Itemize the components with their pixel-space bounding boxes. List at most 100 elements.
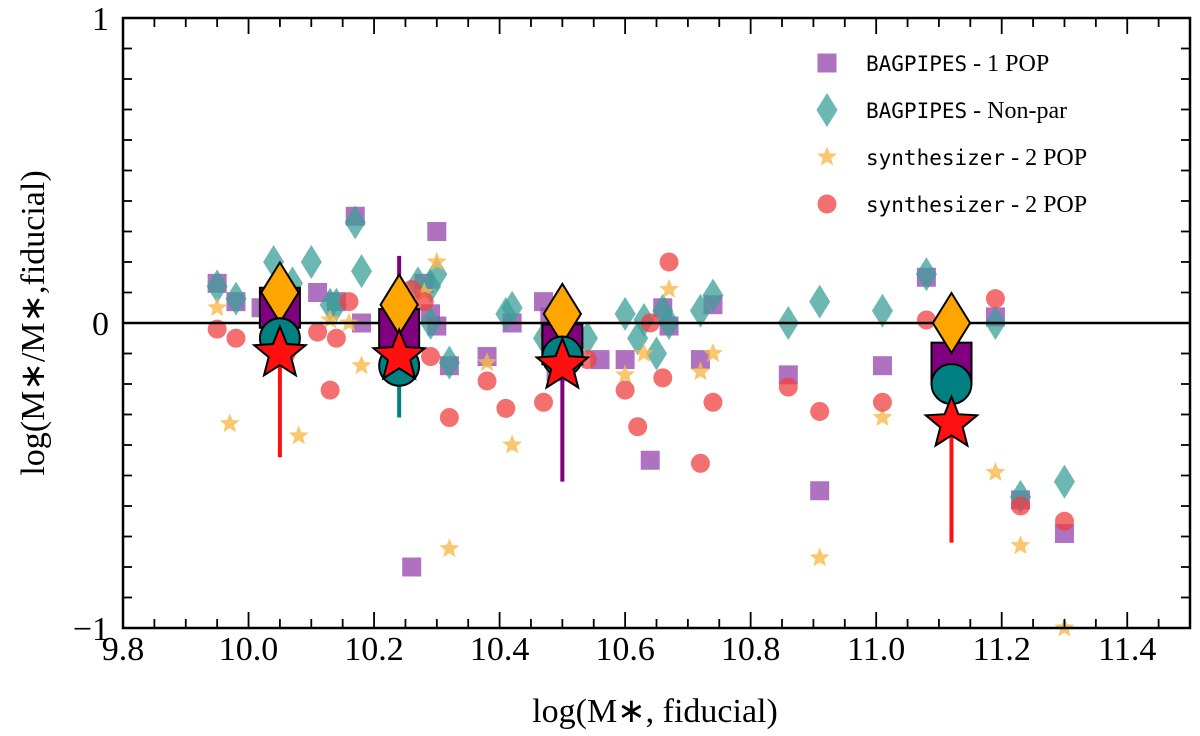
x-tick-label: 10.8 (721, 631, 781, 668)
bagpipes-nonpar-point (420, 269, 442, 304)
bagpipes-nonpar-point (614, 296, 636, 331)
bagpipes-nonpar-point (344, 205, 366, 240)
x-tick-label: 11.0 (847, 631, 905, 668)
x-tick-label: 11.2 (973, 631, 1031, 668)
bagpipes-nonpar-point (915, 257, 937, 292)
synthesizer-circle-point (653, 368, 673, 388)
synthesizer-star-point (219, 413, 240, 433)
legend-marker-square (817, 53, 837, 73)
synthesizer-star-point (426, 251, 447, 271)
bagpipes-nonpar-point (426, 257, 448, 292)
bagpipes-1pop-point (427, 222, 447, 241)
x-tick-label: 10.0 (219, 631, 279, 668)
synthesizer-circle-point (703, 392, 723, 412)
synthesizer-circle-point (207, 319, 227, 339)
bagpipes-1pop-point (690, 350, 710, 370)
synthesizer-circle-point (628, 417, 648, 437)
bagpipes-nonpar-point (438, 345, 460, 380)
synthesizer-star-point (703, 343, 723, 362)
legend-label: synthesizer - 2 POP (866, 192, 1087, 218)
bagpipes-1pop-point (615, 350, 635, 370)
synthesizer-circle-point (985, 289, 1005, 309)
synthesizer-circle-point (778, 377, 798, 397)
synthesizer-star-point (320, 309, 341, 329)
synthesizer-star-point (477, 352, 497, 372)
x-tick-label: 11.4 (1098, 631, 1156, 668)
bagpipes-nonpar-point (645, 336, 668, 371)
bagpipes-nonpar-point (809, 284, 831, 319)
synthesizer-star-point (1010, 535, 1031, 555)
bagpipes-1pop-point (810, 481, 830, 501)
legend: BAGPIPES - 1 POP BAGPIPES - Non-par synthe… (816, 51, 1087, 218)
synthesizer-circle-point (477, 371, 497, 391)
x-tick-label: 10.4 (470, 631, 530, 668)
y-tick-label: 0 (92, 306, 109, 343)
bagpipes-nonpar-point (300, 245, 322, 279)
synthesizer-circle-point (421, 347, 441, 367)
binned-layer (251, 255, 980, 543)
synthesizer-star-point (439, 538, 460, 558)
synthesizer-circle-point (659, 252, 679, 272)
synthesizer-circle-point (615, 380, 635, 400)
bagpipes-1pop-point (640, 450, 660, 470)
synthesizer-circle-point (872, 392, 892, 412)
binned-diamond-marker (931, 291, 972, 355)
synthesizer-star-point (809, 547, 830, 567)
binned-star-marker (534, 335, 591, 390)
synthesizer-star-point (690, 361, 711, 381)
synthesizer-star-point (288, 425, 309, 445)
x-tick-label: 10.6 (595, 631, 655, 668)
legend-marker-diamond (816, 93, 838, 127)
synthesizer-star-point (414, 282, 435, 301)
legend-label: BAGPIPES - 1 POP (866, 51, 1049, 77)
synthesizer-star-point (615, 364, 636, 384)
bagpipes-nonpar-point (1053, 464, 1076, 499)
legend-label: BAGPIPES - Non-par (866, 98, 1067, 124)
x-tick-label: 10.2 (344, 631, 404, 668)
y-tick-label: 1 (92, 1, 109, 38)
binned-star-marker (923, 393, 980, 448)
synthesizer-circle-point (1011, 496, 1031, 516)
binned-star-marker (370, 326, 428, 381)
synthesizer-circle-point (308, 322, 328, 342)
legend-label: synthesizer - 2 POP (866, 145, 1087, 171)
bagpipes-nonpar-point (689, 293, 711, 328)
x-axis-label: log(M∗, fiducial) (532, 693, 778, 730)
synthesizer-star-point (985, 461, 1006, 481)
synthesizer-circle-point (326, 328, 346, 348)
bagpipes-nonpar-point (501, 290, 523, 325)
synthesizer-circle-point (339, 292, 359, 312)
y-tick-label: −1 (73, 611, 109, 648)
bagpipes-nonpar-point (206, 269, 228, 304)
synthesizer-star-point (634, 343, 654, 362)
legend-marker-circle (817, 194, 837, 214)
bagpipes-1pop-point (872, 356, 892, 376)
x-tick-label: 9.8 (102, 631, 145, 668)
synthesizer-circle-point (916, 310, 936, 330)
bagpipes-nonpar-point (350, 254, 373, 289)
synthesizer-circle-point (690, 453, 710, 473)
synthesizer-star-point (502, 434, 523, 454)
bagpipes-1pop-point (308, 283, 328, 302)
synthesizer-circle-point (534, 392, 554, 412)
bagpipes-1pop-point (402, 557, 422, 577)
axes-layer: 9.8 10.0 10.2 10.4 10.6 10.8 11.0 11.2 11.4 −1 0 1 (73, 1, 1192, 668)
synthesizer-circle-point (320, 380, 340, 400)
synthesizer-star-point (207, 297, 228, 317)
synthesizer-star-point (659, 278, 679, 298)
synthesizer-circle-point (439, 408, 459, 428)
y-axis-label: log(M∗/M∗,fiducial) (15, 170, 52, 475)
bagpipes-nonpar-point (225, 281, 247, 316)
legend-marker-star (817, 146, 837, 166)
binned-star-marker (251, 323, 309, 378)
synthesizer-circle-point (226, 328, 246, 348)
synthesizer-circle-point (1054, 511, 1074, 531)
bagpipes-nonpar-point (263, 245, 285, 279)
synthesizer-star-point (351, 355, 372, 375)
synthesizer-circle-point (414, 292, 434, 312)
synthesizer-star-point (872, 407, 893, 426)
synthesizer-circle-point (496, 398, 516, 418)
bagpipes-nonpar-point (871, 293, 893, 328)
synthesizer-circle-point (810, 401, 830, 421)
